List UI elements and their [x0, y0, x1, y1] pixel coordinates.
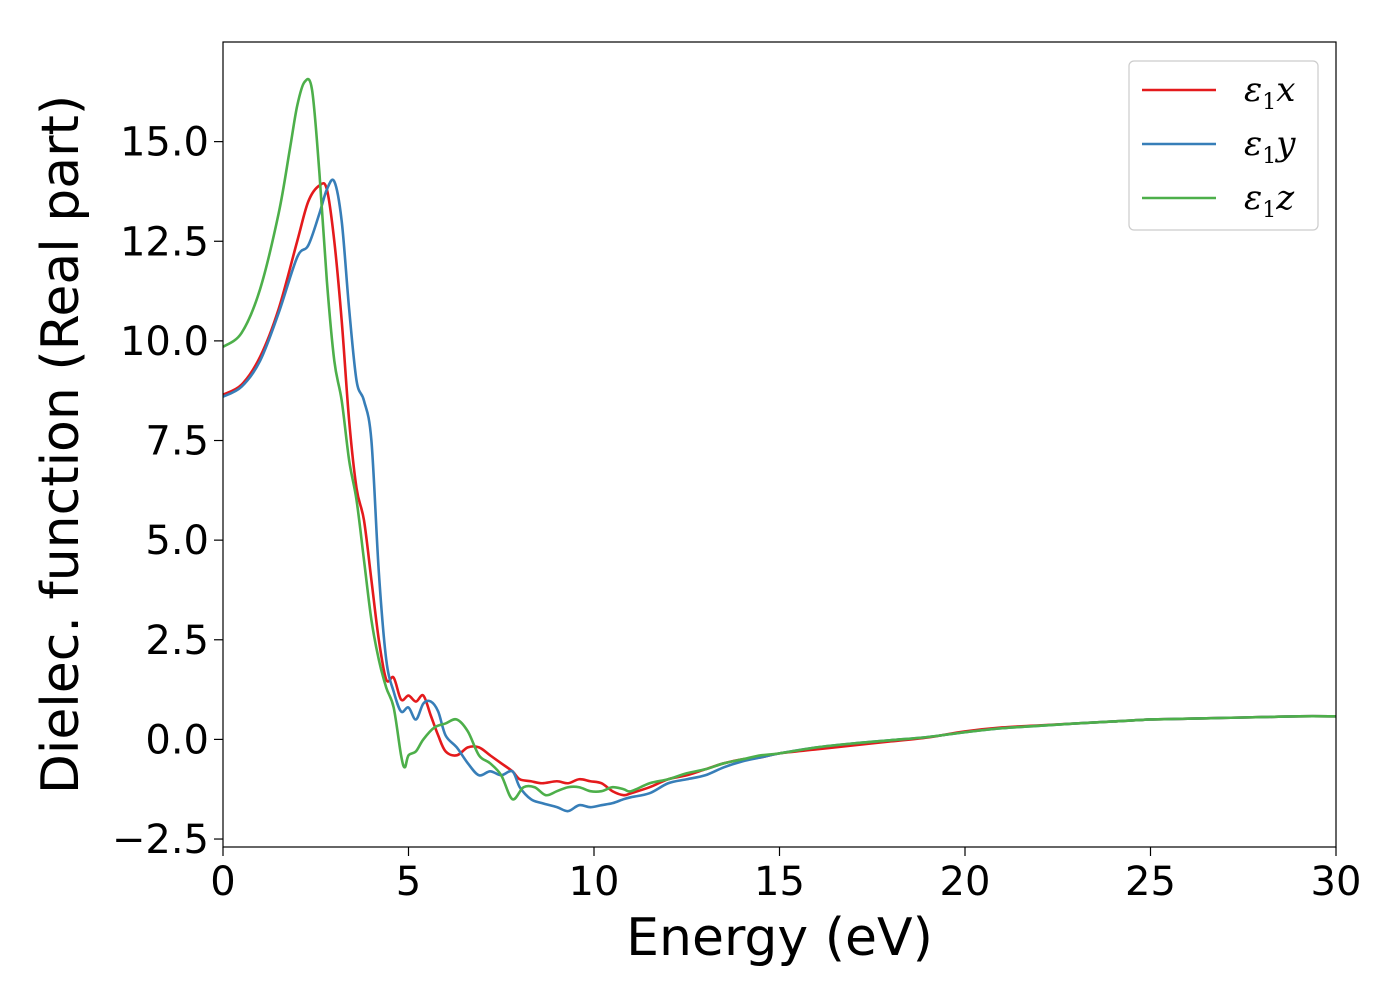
series-layer [223, 77, 1336, 813]
x-axis-ticks: 0 5 10 15 20 25 30 [210, 847, 1361, 905]
y-axis-title: Dielec. function (Real part) [31, 95, 91, 794]
series-line-z [223, 77, 1336, 801]
y-axis-ticks: −2.5 0.0 2.5 5.0 7.5 10.0 12.5 15.0 [112, 120, 223, 863]
x-axis-title: Energy (eV) [626, 908, 933, 968]
y-tick-label: 5.0 [145, 518, 209, 564]
x-tick-label: 10 [569, 859, 620, 905]
y-tick-label: 10.0 [120, 319, 209, 365]
y-tick-label: −2.5 [112, 817, 209, 863]
legend-label-x: ε1x [1244, 70, 1295, 115]
y-tick-label: 0.0 [145, 717, 209, 763]
legend: ε1x ε1y ε1z [1128, 60, 1319, 231]
x-tick-label: 20 [940, 859, 991, 905]
x-tick-label: 25 [1125, 859, 1176, 905]
x-tick-label: 5 [396, 859, 421, 905]
x-tick-label: 30 [1311, 859, 1362, 905]
x-tick-label: 15 [754, 859, 805, 905]
y-tick-label: 7.5 [145, 419, 209, 465]
legend-box [1128, 60, 1319, 231]
series-line-x [223, 181, 1336, 797]
x-tick-label: 0 [210, 859, 235, 905]
legend-label-z: ε1z [1244, 178, 1295, 223]
series-line-y [223, 178, 1336, 813]
y-tick-label: 2.5 [145, 618, 209, 664]
y-tick-label: 15.0 [120, 120, 209, 166]
legend-label-y: ε1y [1244, 124, 1296, 169]
y-tick-label: 12.5 [120, 219, 209, 265]
